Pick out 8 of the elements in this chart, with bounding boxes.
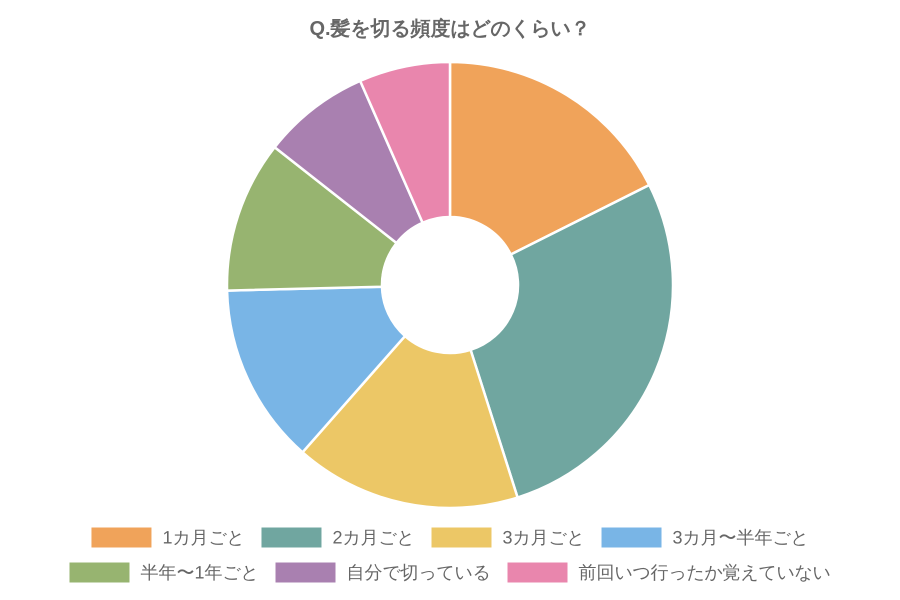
legend-label: 自分で切っている xyxy=(346,562,490,582)
legend-label: 2カ月ごと xyxy=(332,528,414,548)
legend-label: 前回いつ行ったか覚えていない xyxy=(578,562,830,582)
legend-label: 1カ月ごと xyxy=(162,528,244,548)
legend-label: 半年〜1年ごと xyxy=(140,562,258,582)
title: Q.髪を切る頻度はどのくらい？ xyxy=(309,18,591,40)
legend-label: 3カ月〜半年ごと xyxy=(672,528,809,548)
legend-label: 3カ月ごと xyxy=(502,528,585,548)
